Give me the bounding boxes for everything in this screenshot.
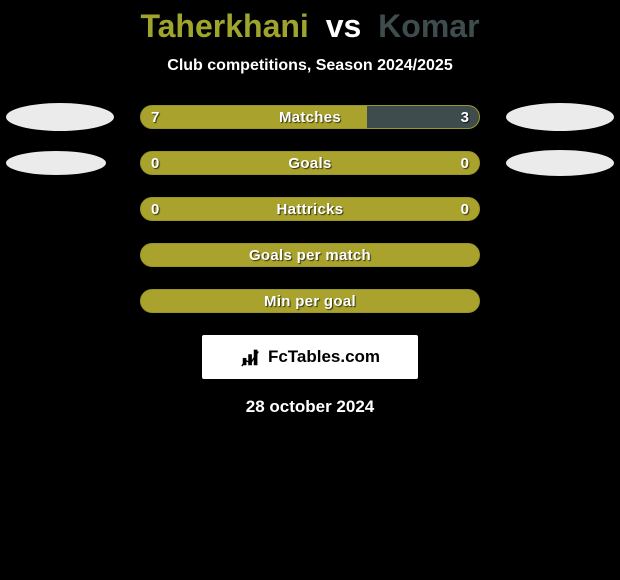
bar-value-player1: 0 — [151, 198, 159, 221]
stat-row: Matches7 3 — [0, 105, 620, 129]
stat-row: Min per goal — [0, 289, 620, 313]
date: 28 october 2024 — [0, 397, 620, 417]
player2-ellipse — [506, 150, 614, 176]
stats-rows: Matches73Goals00Hattricks00Goals per mat… — [0, 105, 620, 313]
logo-text: FcTables.com — [268, 347, 380, 367]
bar-value-player2: 3 — [461, 106, 469, 129]
bar-label: Goals — [141, 152, 479, 175]
bar-value-player2: 0 — [461, 198, 469, 221]
bar-track: Matches7 3 — [140, 105, 480, 129]
bar-value-player1: 7 — [151, 106, 159, 129]
player1-name: Taherkhani — [140, 8, 308, 44]
bars-chart-icon — [240, 346, 262, 368]
comparison-title: Taherkhani vs Komar — [0, 0, 620, 45]
subtitle: Club competitions, Season 2024/2025 — [0, 57, 620, 75]
player2-ellipse — [506, 103, 614, 131]
bar-label: Goals per match — [141, 244, 479, 267]
stat-row: Goals per match — [0, 243, 620, 267]
fctables-logo: FcTables.com — [202, 335, 418, 379]
vs-text: vs — [326, 8, 362, 44]
player1-ellipse — [6, 151, 106, 175]
bar-label: Matches — [141, 106, 479, 129]
player2-name: Komar — [378, 8, 479, 44]
bar-label: Min per goal — [141, 290, 479, 313]
bar-track: Goals per match — [140, 243, 480, 267]
bar-track: Hattricks0 0 — [140, 197, 480, 221]
bar-value-player1: 0 — [151, 152, 159, 175]
player1-ellipse — [6, 103, 114, 131]
bar-label: Hattricks — [141, 198, 479, 221]
bar-track: Goals0 0 — [140, 151, 480, 175]
stat-row: Goals0 0 — [0, 151, 620, 175]
bar-track: Min per goal — [140, 289, 480, 313]
stat-row: Hattricks0 0 — [0, 197, 620, 221]
bar-value-player2: 0 — [461, 152, 469, 175]
